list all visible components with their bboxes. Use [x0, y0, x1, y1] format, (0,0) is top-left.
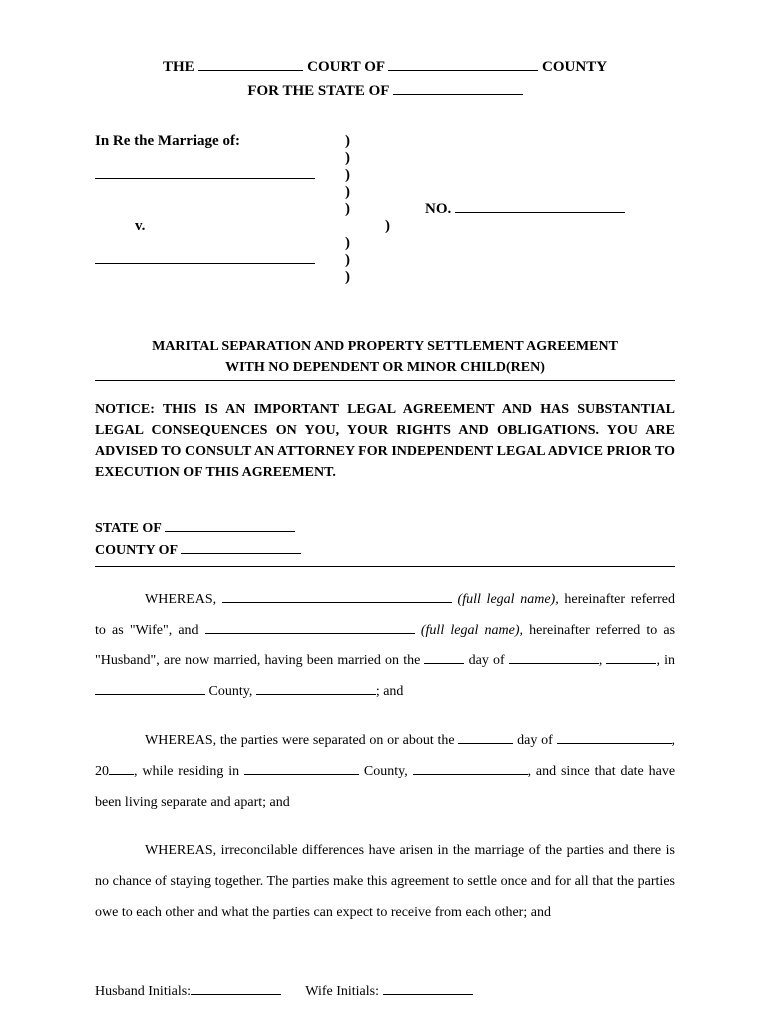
blank-state[interactable]	[165, 531, 295, 532]
text-hereinafter: hereinafter	[564, 592, 625, 607]
blank-state-name[interactable]	[393, 94, 523, 95]
text-whereas: WHEREAS,	[145, 592, 216, 607]
court-header: THE COURT OF COUNTY FOR THE STATE OF	[95, 55, 675, 103]
blank-husband-name[interactable]	[205, 633, 415, 634]
text-for-state: FOR THE STATE OF	[247, 83, 389, 99]
text-no: NO.	[425, 201, 451, 217]
text-day-of-2: day of	[517, 733, 553, 748]
blank-case-no[interactable]	[455, 212, 625, 213]
footer-initials: Husband Initials: Wife Initials:	[95, 984, 675, 1000]
blank-husband-initials[interactable]	[191, 994, 281, 995]
blank-marriage-year[interactable]	[606, 663, 656, 664]
paren: )	[345, 252, 365, 269]
text-residing: , while residing in	[134, 764, 239, 779]
case-caption: In Re the Marriage of: ) ) ) ) ) NO.	[95, 133, 675, 286]
blank-res-state[interactable]	[413, 774, 528, 775]
title-line1: MARITAL SEPARATION AND PROPERTY SETTLEME…	[152, 339, 618, 354]
whereas-paragraph-2: WHEREAS, the parties were separated on o…	[95, 726, 675, 818]
blank-wife-initials[interactable]	[383, 994, 473, 995]
text-county-w2: County,	[364, 764, 408, 779]
blank-sep-day[interactable]	[458, 743, 513, 744]
document-page: THE COURT OF COUNTY FOR THE STATE OF In …	[0, 0, 770, 1030]
blank-petitioner[interactable]	[95, 178, 315, 179]
text-state-of: STATE OF	[95, 521, 161, 536]
blank-res-county[interactable]	[244, 774, 359, 775]
blank-county[interactable]	[181, 553, 301, 554]
blank-sep-month[interactable]	[557, 743, 672, 744]
notice-text: NOTICE: THIS IS AN IMPORTANT LEGAL AGREE…	[95, 399, 675, 483]
text-wife-initials: Wife Initials:	[305, 984, 379, 999]
whereas-paragraph-3: WHEREAS, irreconcilable differences have…	[95, 836, 675, 928]
text-in: , in	[656, 653, 675, 668]
text-and: ; and	[376, 684, 404, 699]
paren: )	[345, 167, 365, 184]
text-in-re: In Re the Marriage of:	[95, 133, 345, 150]
paren: )	[345, 269, 365, 286]
blank-court-name[interactable]	[198, 70, 303, 71]
document-title: MARITAL SEPARATION AND PROPERTY SETTLEME…	[95, 336, 675, 381]
paren: )	[345, 184, 365, 201]
text-the: THE	[163, 59, 195, 75]
paren: )	[345, 133, 365, 150]
text-county-w: County,	[209, 684, 253, 699]
title-line2: WITH NO DEPENDENT OR MINOR CHILD(REN)	[225, 360, 545, 375]
text-v: v.	[95, 218, 385, 235]
text-comma: ,	[599, 653, 603, 668]
blank-wife-name[interactable]	[222, 602, 452, 603]
blank-respondent[interactable]	[95, 263, 315, 264]
text-hereinafter2: hereinafter	[529, 623, 590, 638]
text-day-of: day of	[469, 653, 505, 668]
paren: )	[345, 201, 365, 218]
text-court-of: COURT OF	[307, 59, 384, 75]
text-p2-1: WHEREAS, the parties were separated on o…	[145, 733, 455, 748]
text-husband-initials: Husband Initials:	[95, 984, 191, 999]
state-county-block: STATE OF COUNTY OF	[95, 518, 675, 567]
paren: )	[385, 218, 405, 235]
text-county-of: COUNTY OF	[95, 543, 178, 558]
paren: )	[345, 235, 365, 252]
text-fln: (full legal name),	[458, 592, 559, 607]
text-comma2: ,	[528, 764, 532, 779]
blank-marriage-state[interactable]	[256, 694, 376, 695]
text-county: COUNTY	[542, 59, 607, 75]
paren: )	[345, 150, 365, 167]
blank-marriage-month[interactable]	[509, 663, 599, 664]
blank-marriage-day[interactable]	[424, 663, 464, 664]
whereas-paragraph-1: WHEREAS, (full legal name), hereinafter …	[95, 585, 675, 708]
blank-sep-year[interactable]	[109, 774, 134, 775]
blank-county-name[interactable]	[388, 70, 538, 71]
blank-marriage-county[interactable]	[95, 694, 205, 695]
text-fln2: (full legal name),	[421, 623, 523, 638]
text-p3: WHEREAS, irreconcilable differences have…	[95, 843, 675, 920]
